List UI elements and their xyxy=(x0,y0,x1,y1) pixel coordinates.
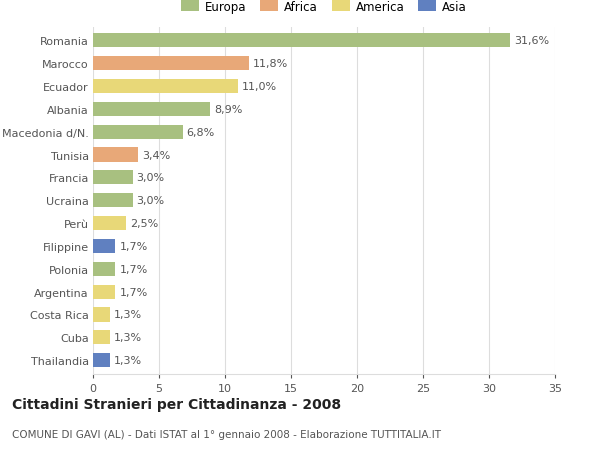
Bar xyxy=(93,239,115,253)
Bar xyxy=(93,330,110,345)
Bar xyxy=(93,148,138,162)
Bar xyxy=(93,308,110,322)
Bar xyxy=(93,125,183,140)
Text: 1,7%: 1,7% xyxy=(119,241,148,252)
Text: 1,7%: 1,7% xyxy=(119,264,148,274)
Text: 1,3%: 1,3% xyxy=(114,310,142,320)
Bar xyxy=(93,171,133,185)
Text: 1,7%: 1,7% xyxy=(119,287,148,297)
Text: 1,3%: 1,3% xyxy=(114,333,142,342)
Text: 6,8%: 6,8% xyxy=(187,128,215,137)
Text: 3,0%: 3,0% xyxy=(137,196,164,206)
Bar xyxy=(93,102,211,117)
Text: 3,0%: 3,0% xyxy=(137,173,164,183)
Bar xyxy=(93,353,110,368)
Text: Cittadini Stranieri per Cittadinanza - 2008: Cittadini Stranieri per Cittadinanza - 2… xyxy=(12,397,341,411)
Text: COMUNE DI GAVI (AL) - Dati ISTAT al 1° gennaio 2008 - Elaborazione TUTTITALIA.IT: COMUNE DI GAVI (AL) - Dati ISTAT al 1° g… xyxy=(12,429,441,439)
Text: 1,3%: 1,3% xyxy=(114,355,142,365)
Bar xyxy=(93,262,115,276)
Legend: Europa, Africa, America, Asia: Europa, Africa, America, Asia xyxy=(176,0,472,18)
Text: 3,4%: 3,4% xyxy=(142,150,170,160)
Bar xyxy=(93,34,510,48)
Text: 2,5%: 2,5% xyxy=(130,218,158,229)
Bar xyxy=(93,80,238,94)
Text: 11,0%: 11,0% xyxy=(242,82,277,92)
Text: 8,9%: 8,9% xyxy=(214,105,243,115)
Bar xyxy=(93,285,115,299)
Bar xyxy=(93,194,133,208)
Bar xyxy=(93,217,126,231)
Text: 11,8%: 11,8% xyxy=(253,59,288,69)
Text: 31,6%: 31,6% xyxy=(514,36,549,46)
Bar xyxy=(93,57,249,71)
